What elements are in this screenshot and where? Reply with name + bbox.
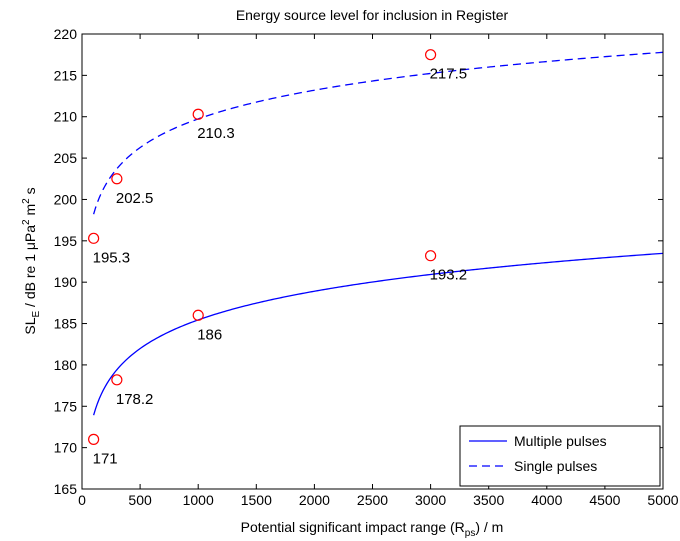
data-point-label: 186	[197, 326, 222, 343]
x-tick-label: 0	[78, 492, 86, 508]
data-point-label: 210.3	[197, 125, 235, 142]
data-point-label: 195.3	[93, 249, 131, 266]
data-point-label: 193.2	[430, 267, 468, 284]
plot-area	[82, 34, 663, 489]
y-tick-label: 220	[54, 26, 78, 42]
data-point-marker	[425, 250, 437, 262]
data-point-marker	[425, 49, 437, 61]
data-point-marker	[111, 374, 123, 386]
x-tick-label: 3000	[415, 492, 446, 508]
y-axis-label: SLE / dB re 1 μPa2 m2 s	[21, 187, 42, 334]
x-tick-label: 3500	[473, 492, 504, 508]
data-point-marker	[88, 232, 100, 244]
series-lines	[92, 51, 663, 416]
data-point-marker	[192, 108, 204, 120]
y-tick-label: 190	[54, 274, 78, 290]
data-point-label: 178.2	[116, 391, 154, 408]
y-tick-label: 210	[54, 109, 78, 125]
data-markers	[88, 49, 437, 445]
chart-title: Energy source level for inclusion in Reg…	[236, 7, 509, 23]
legend: Multiple pulses Single pulses	[459, 425, 661, 487]
x-tick-label: 2000	[299, 492, 330, 508]
x-axis-label: Potential significant impact range (Rps)…	[241, 519, 504, 539]
y-tick-label: 200	[54, 191, 78, 207]
x-tick-label: 4500	[589, 492, 620, 508]
x-tick-label: 4000	[531, 492, 562, 508]
data-point-marker	[111, 173, 123, 185]
data-point-marker	[88, 433, 100, 445]
y-tick-label: 215	[54, 67, 78, 83]
x-tick-label: 1000	[183, 492, 214, 508]
y-tick-label: 195	[54, 233, 78, 249]
series-line-0	[92, 252, 663, 416]
x-axis-ticks: 0 500 1000 1500 2000 2500 3000 3500 4000 4500 5000	[78, 34, 679, 508]
data-point-label: 217.5	[430, 66, 468, 83]
y-tick-label: 185	[54, 316, 78, 332]
x-tick-label: 2500	[357, 492, 388, 508]
y-tick-label: 170	[54, 440, 78, 456]
series-line-1	[92, 51, 663, 215]
y-tick-label: 180	[54, 357, 78, 373]
y-axis-ticks: 165 170 175 180 185 190 195 200 205 210 215 220	[54, 26, 663, 497]
data-point-label: 202.5	[116, 190, 154, 207]
y-tick-label: 205	[54, 150, 78, 166]
y-tick-label: 165	[54, 481, 78, 497]
x-tick-label: 1500	[241, 492, 272, 508]
legend-box	[459, 425, 661, 487]
legend-label-single-pulses: Single pulses	[514, 458, 597, 474]
data-labels: 171 178.2 186 193.2 195.3 202.5 210.3 217.5	[93, 66, 468, 468]
data-point-marker	[192, 309, 204, 321]
legend-label-multiple-pulses: Multiple pulses	[514, 433, 607, 449]
x-tick-label: 5000	[647, 492, 678, 508]
y-tick-label: 175	[54, 398, 78, 414]
data-point-label: 171	[93, 450, 118, 467]
x-tick-label: 500	[128, 492, 152, 508]
